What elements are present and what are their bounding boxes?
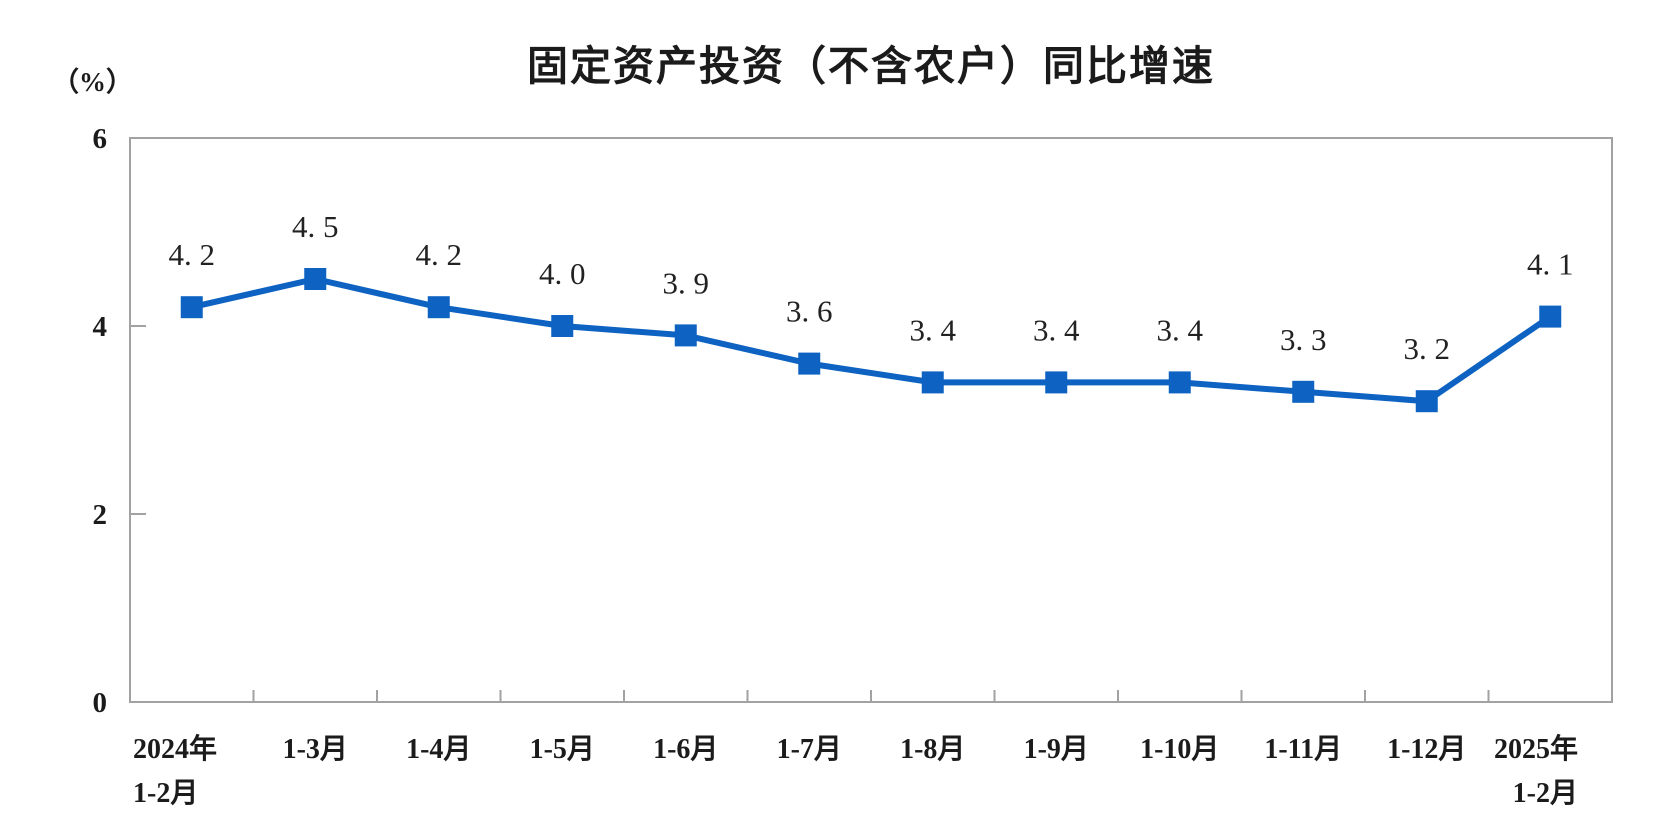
data-point-label: 3. 3 [1280,322,1327,357]
y-axis-tick-label: 6 [93,123,108,155]
data-point-label: 4. 0 [539,256,586,291]
data-point-label: 3. 4 [1157,312,1204,347]
chart-title: 固定资产投资（不含农户）同比增速 [527,43,1215,89]
data-point-marker [427,296,450,319]
data-point-label: 3. 6 [786,294,833,329]
x-axis-label: 1-5月 [530,734,595,765]
x-axis-label: 1-9月 [1024,734,1089,765]
data-point-marker [1415,390,1438,413]
x-axis-label: 1-6月 [653,734,718,765]
data-point-label: 3. 4 [1033,312,1080,347]
y-axis-tick-label: 2 [93,499,108,531]
data-point-marker [1045,371,1068,394]
x-axis-label: 1-3月 [283,734,348,765]
data-point-marker [1292,380,1315,403]
x-axis-label: 1-11月 [1264,734,1342,765]
data-point-marker [798,352,821,375]
x-axis-label: 1-2月 [1513,778,1578,809]
plot-frame [129,137,1613,703]
series-line [188,276,1554,405]
x-axis-label: 2024年 [133,732,217,765]
data-point-marker [180,296,203,319]
x-axis-label: 1-4月 [406,734,471,765]
data-point-label: 3. 9 [663,265,710,300]
data-point-label: 4. 2 [416,237,463,272]
data-point-marker [551,315,574,337]
data-point-marker [1168,371,1191,394]
x-axis-label: 1-2月 [133,778,198,809]
x-axis-label: 1-8月 [900,734,965,765]
data-point-label: 3. 2 [1404,331,1451,366]
data-point-label: 4. 1 [1527,247,1574,282]
x-axis-label: 1-12月 [1387,734,1466,765]
data-point-label: 4. 5 [292,209,339,244]
x-axis-label: 1-7月 [777,734,842,765]
data-point-marker [1539,305,1562,328]
y-axis-tick-label: 4 [93,311,108,343]
x-axis-label: 1-10月 [1140,734,1219,765]
x-axis-label: 2025年 [1494,732,1578,765]
data-point-marker [304,268,327,290]
data-point-marker [674,324,697,347]
y-axis-tick-label: 0 [93,687,108,719]
y-axis-unit-label: （%） [52,67,133,97]
data-point-label: 3. 4 [910,312,957,347]
data-point-label: 4. 2 [169,237,216,272]
data-point-marker [921,371,944,394]
